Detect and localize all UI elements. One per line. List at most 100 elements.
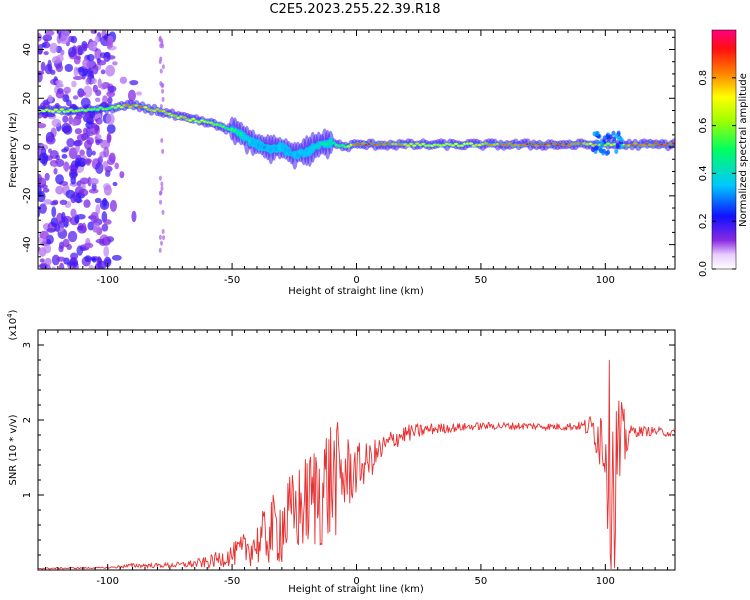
y-tick-label: 1 [22,492,33,498]
spectrogram-panel: -100 -50 0 50 100 -40 -20 0 20 40 Height of strai… [8,29,676,297]
noise-blob [97,156,103,165]
colorbar-ticks: 0.0 0.2 0.4 0.6 0.8 [698,70,736,277]
noise-blob [106,132,112,144]
ridge-core [412,144,417,147]
x-tick-label: -50 [224,576,240,587]
noise-blob [43,199,52,205]
noise-blob [131,210,137,223]
noise-blob [42,237,48,244]
noise-blob [604,150,609,156]
noise-blob [95,162,104,175]
noise-blob [93,222,100,233]
noise-blob [129,79,139,86]
noise-blob [97,60,107,66]
x-tick-label: 50 [475,275,488,286]
noise-blob [161,82,165,88]
noise-blob [72,75,83,80]
ridge-core [507,142,512,145]
noise-blob [112,61,118,66]
noise-blob [106,39,114,49]
noise-blob [51,118,62,128]
noise-blob [73,139,83,147]
noise-blob [41,41,51,49]
noise-blob [100,82,107,90]
noise-blob [97,260,107,269]
noise-blob [61,30,70,39]
noise-blob [592,131,597,137]
noise-blob [43,51,49,56]
snr-x-axis-title: Height of straight line (km) [288,584,424,595]
noise-blob [595,131,600,137]
noise-blob [86,147,93,158]
noise-blob [82,127,88,135]
noise-blob [51,56,61,64]
x-tick-label: 100 [596,576,615,587]
x-tick-label: 100 [596,275,615,286]
noise-blob [161,96,165,102]
noise-blob [85,158,91,166]
noise-blob [55,185,64,195]
noise-blob [52,162,58,168]
noise-blob [49,42,58,54]
spectrogram-frame [37,29,676,270]
noise-blob [38,122,47,129]
noise-blob [76,213,86,220]
ridge-core [191,117,196,120]
noise-blob [95,204,101,215]
ridge-core [651,144,656,147]
noise-blob [56,256,66,262]
y-tick-label: 40 [22,43,33,56]
noise-blob [51,206,57,218]
noise-blob [598,148,603,154]
x-tick-label: 50 [475,576,488,587]
y-tick-label: 20 [22,92,33,105]
colorbar: 0.0 0.2 0.4 0.6 0.8 Normalized spectral ampl… [698,29,749,277]
noise-blob [95,89,102,97]
noise-blob [60,49,65,56]
noise-blob [70,119,79,127]
ridge-core [546,144,551,147]
noise-blob [72,191,78,201]
noise-blob [68,147,78,160]
noise-blob [67,230,78,243]
noise-blob [55,174,64,185]
ridge-core [128,106,133,109]
noise-blob [63,146,70,152]
noise-blob [66,138,75,148]
ridge-core [125,104,130,107]
noise-blob [158,247,162,253]
colorbar-tick-label: 0.2 [698,213,709,229]
snr-y-axis-title: SNR (10 * v/v) [8,414,19,485]
spectrogram-y-axis-title: Frequency (Hz) [8,112,19,188]
noise-blob [38,49,43,55]
noise-blob [51,266,56,269]
noise-blob [39,230,49,239]
ridge-core [409,142,414,145]
noise-blob [79,177,90,185]
noise-blob [68,168,78,180]
noise-blob [595,139,600,145]
noise-blob [54,223,61,232]
noise-blob [114,162,120,170]
ridge-core [113,106,118,109]
snr-series-line [38,359,675,570]
snr-frame [37,329,676,571]
noise-blob [72,95,79,100]
ridge-core [95,108,100,111]
noise-blob [42,187,50,193]
noise-blob [95,117,103,125]
noise-blob [614,133,619,139]
noise-blob [44,30,55,36]
noise-blob [103,185,112,196]
noise-blob [55,79,63,86]
noise-blob [602,135,607,141]
noise-blob [95,97,101,103]
noise-blob [161,148,165,154]
noise-blob [78,222,84,230]
noise-blob [84,255,92,263]
ridge-core [663,144,668,147]
noise-blob [73,66,79,77]
noise-blob [591,147,596,153]
noise-blob [77,45,83,56]
